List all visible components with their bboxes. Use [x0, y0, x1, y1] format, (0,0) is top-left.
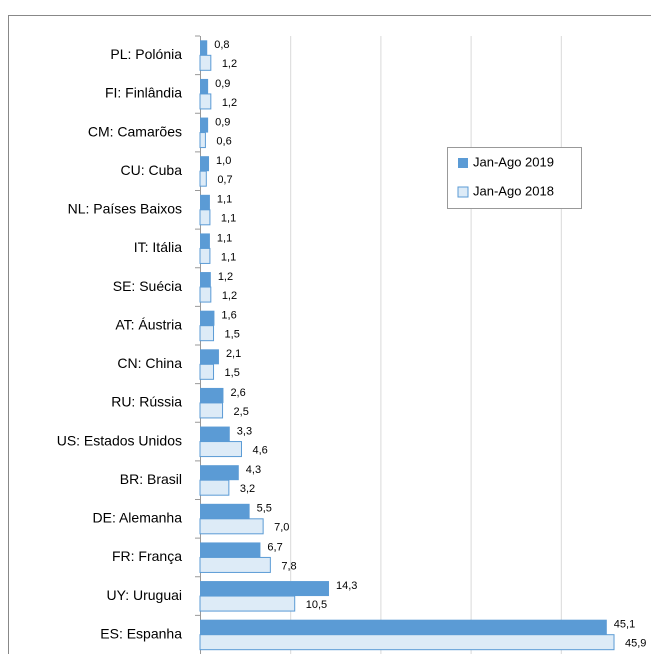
- bar: [200, 619, 607, 635]
- bar: [199, 363, 215, 380]
- data-label: 3,3: [237, 425, 252, 437]
- bar: [200, 542, 261, 558]
- bar: [199, 93, 212, 110]
- data-label: 1,5: [225, 367, 240, 379]
- data-label: 1,2: [222, 290, 237, 302]
- data-label: 0,7: [217, 174, 232, 186]
- bar: [199, 209, 211, 226]
- bar: [200, 233, 210, 249]
- y-tick-label: SE: Suécia: [113, 278, 182, 294]
- bar: [200, 387, 224, 403]
- bar: [199, 556, 271, 573]
- data-label: 45,1: [614, 619, 635, 631]
- data-label: 1,0: [216, 155, 231, 167]
- y-tick-label: NL: Países Baixos: [68, 201, 182, 217]
- bar: [199, 634, 615, 651]
- y-tick-label: CM: Camarões: [88, 123, 182, 139]
- chart-frame: [8, 15, 651, 654]
- y-tick-label: US: Estados Unidos: [57, 432, 182, 448]
- legend-box: [447, 147, 582, 209]
- data-label: 4,3: [246, 464, 261, 476]
- legend-label: Jan-Ago 2019: [473, 154, 554, 169]
- y-tick-label: CU: Cuba: [121, 162, 183, 178]
- bar: [199, 402, 224, 419]
- data-label: 1,2: [222, 58, 237, 70]
- y-tick-label: BR: Brasil: [120, 471, 182, 487]
- data-label: 7,8: [281, 560, 296, 572]
- data-label: 1,1: [217, 232, 232, 244]
- bar: [200, 194, 210, 210]
- bar: [199, 54, 212, 71]
- y-tick-label: UY: Uruguai: [107, 587, 182, 603]
- bar: [199, 325, 215, 342]
- y-tick-label: PL: Polónia: [110, 46, 182, 62]
- bar: [200, 117, 209, 133]
- bar: [200, 156, 210, 172]
- legend-label: Jan-Ago 2018: [473, 183, 554, 198]
- y-tick-label: DE: Alemanha: [93, 510, 183, 526]
- data-label: 6,7: [267, 541, 282, 553]
- data-label: 2,1: [226, 348, 241, 360]
- y-tick-label: RU: Rússia: [111, 394, 182, 410]
- data-label: 0,8: [214, 39, 229, 51]
- data-label: 10,5: [306, 599, 327, 611]
- legend-swatch: [457, 186, 469, 198]
- bar: [199, 286, 212, 303]
- bar: [200, 581, 329, 597]
- y-tick-label: ES: Espanha: [100, 625, 182, 641]
- bar: [199, 479, 230, 496]
- data-label: 1,2: [222, 97, 237, 109]
- data-label: 4,6: [252, 444, 267, 456]
- bar: [200, 78, 209, 94]
- data-label: 1,1: [221, 213, 236, 225]
- bar: [200, 272, 211, 288]
- data-label: 1,1: [217, 194, 232, 206]
- data-label: 1,2: [218, 271, 233, 283]
- data-label: 5,5: [257, 503, 272, 515]
- bar: [199, 132, 206, 149]
- data-label: 7,0: [274, 522, 289, 534]
- bar: [199, 518, 264, 535]
- data-label: 45,9: [625, 638, 646, 650]
- bar: [200, 426, 230, 442]
- bar: [199, 441, 242, 458]
- y-tick-label: FR: França: [112, 548, 182, 564]
- data-label: 14,3: [336, 580, 357, 592]
- bar: [200, 310, 215, 326]
- legend-swatch: [458, 158, 468, 168]
- data-label: 0,6: [216, 135, 231, 147]
- bar: [200, 40, 208, 56]
- bar: [199, 247, 211, 264]
- bar: [200, 349, 219, 365]
- data-label: 0,9: [215, 78, 230, 90]
- data-label: 2,5: [234, 406, 249, 418]
- bar: [199, 595, 296, 612]
- bar: [200, 503, 250, 519]
- y-tick-label: CN: China: [117, 355, 182, 371]
- y-tick-label: FI: Finlândia: [105, 85, 182, 101]
- bar: [200, 465, 239, 481]
- data-label: 0,9: [215, 116, 230, 128]
- y-tick-label: IT: Itália: [134, 239, 182, 255]
- data-label: 1,5: [225, 329, 240, 341]
- data-label: 1,1: [221, 251, 236, 263]
- data-label: 2,6: [230, 387, 245, 399]
- data-label: 3,2: [240, 483, 255, 495]
- bar: [199, 170, 207, 187]
- y-tick-label: AT: Áustria: [115, 316, 182, 332]
- data-label: 1,6: [221, 310, 236, 322]
